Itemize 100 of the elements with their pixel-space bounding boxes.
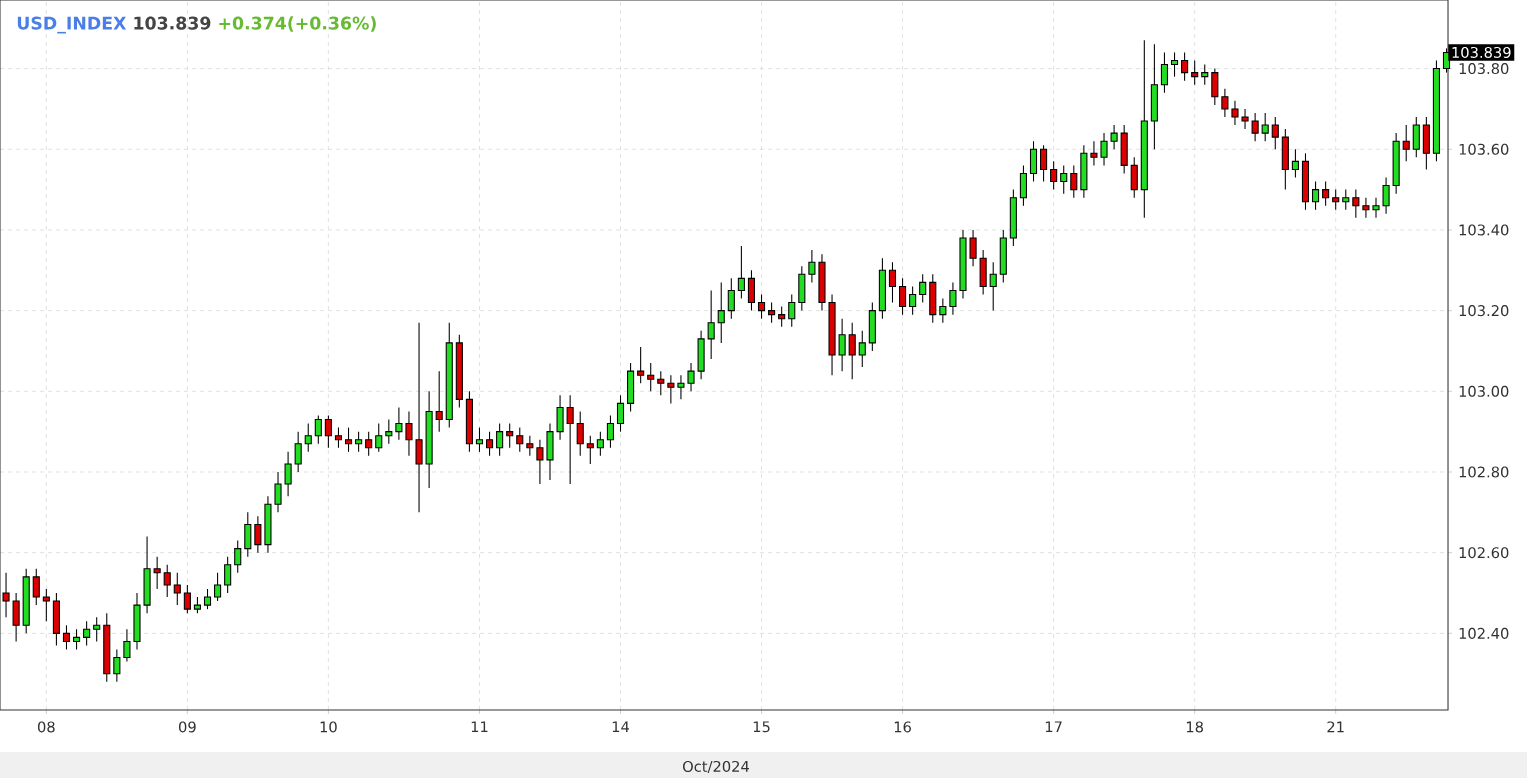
- candlestick: [1372, 197, 1380, 219]
- candlestick: [1181, 51, 1189, 82]
- candlestick: [576, 410, 584, 457]
- x-tick-label: 15: [753, 721, 770, 733]
- candlestick: [616, 394, 625, 433]
- candlestick: [385, 419, 393, 445]
- candlestick: [153, 556, 161, 590]
- candlestick: [93, 616, 101, 642]
- candlestick: [304, 423, 312, 453]
- candlestick: [606, 414, 614, 449]
- x-tick-label: 14: [612, 721, 630, 733]
- candlestick: [1261, 112, 1269, 142]
- candlestick: [757, 293, 766, 320]
- candlestick: [848, 322, 856, 380]
- candlestick: [475, 427, 484, 453]
- candlestick: [113, 648, 121, 683]
- candlestick: [224, 556, 232, 594]
- text: 103.839: [1452, 46, 1511, 58]
- y-tick-label: 102.60: [1459, 547, 1509, 559]
- candlestick: [294, 431, 302, 473]
- candlestick: [355, 431, 363, 453]
- candlestick: [506, 423, 514, 449]
- candlestick: [485, 431, 494, 457]
- candlestick: [1342, 189, 1350, 211]
- candlestick: [1332, 189, 1340, 211]
- candlestick: [274, 471, 282, 513]
- candlestick: [203, 588, 212, 610]
- candlestick: [637, 346, 645, 384]
- candlestick: [1040, 144, 1048, 183]
- candlestick: [939, 297, 947, 324]
- x-tick-label: 21: [1327, 721, 1344, 733]
- candlestick: [1251, 112, 1259, 142]
- candlestick: [647, 362, 655, 392]
- x-tick-label: 08: [37, 721, 55, 733]
- candlestick: [42, 588, 50, 622]
- candlestick: [909, 285, 917, 316]
- candlestick: [334, 427, 343, 449]
- candlestick: [536, 439, 544, 485]
- candlestick: [183, 584, 191, 614]
- x-tick-label: 11: [471, 721, 488, 733]
- text: USD_INDEX: [17, 16, 127, 34]
- y-tick-label: 103.00: [1459, 385, 1509, 397]
- candlestick: [1191, 59, 1199, 86]
- y-tick-label: 102.80: [1459, 466, 1509, 478]
- candlestick: [737, 245, 745, 300]
- annotation: +0.374(+0.36%): [219, 16, 376, 32]
- candlestick: [314, 414, 322, 445]
- y-tick-label: 103.40: [1459, 224, 1509, 236]
- candlestick: [1352, 189, 1360, 219]
- x-tick-label: 17: [1045, 721, 1062, 733]
- candlestick: [1070, 164, 1078, 199]
- y-tick-label: 103.20: [1459, 305, 1509, 317]
- candlestick: [173, 572, 181, 606]
- candlestick: [919, 273, 927, 304]
- candlestick: [1060, 164, 1068, 195]
- candlestick: [1382, 176, 1390, 215]
- x-tick-label: 18: [1186, 721, 1203, 733]
- candlestick: [1050, 160, 1058, 191]
- candlestick: [838, 318, 846, 372]
- candlestick: [808, 249, 816, 283]
- candlestick: [324, 414, 332, 449]
- candlestick: [516, 427, 524, 453]
- candlestick: [234, 540, 242, 574]
- x-axis-title: Oct/2024: [683, 760, 749, 774]
- candlestick: [707, 289, 715, 360]
- candlestick: [687, 362, 695, 392]
- candlestick: [1271, 116, 1279, 150]
- candlestick: [1402, 124, 1410, 162]
- candlestick: [284, 451, 292, 497]
- candlestick: [1231, 100, 1239, 126]
- candlestick: [949, 281, 957, 316]
- candlestick: [858, 330, 866, 368]
- candlestick: [73, 628, 81, 651]
- candlestick: [778, 306, 786, 328]
- candlestick: [1241, 108, 1249, 130]
- candlestick: [969, 229, 977, 267]
- candlestick: [526, 435, 534, 457]
- candlestick: [405, 410, 413, 457]
- candlestick: [365, 431, 373, 457]
- candlestick: [566, 394, 574, 485]
- y-tick-label: 103.80: [1459, 63, 1509, 75]
- candlestick: [1291, 148, 1299, 179]
- candlestick: [2, 572, 10, 618]
- candlestick: [717, 281, 725, 344]
- candlestick: [1090, 140, 1098, 166]
- candlestick: [1311, 180, 1320, 211]
- candlestick: [62, 624, 71, 651]
- candlestick: [989, 261, 997, 312]
- candlestick: [586, 435, 594, 465]
- y-tick-label: 102.40: [1459, 627, 1509, 639]
- candlestick: [1160, 51, 1169, 94]
- candlestick: [83, 620, 91, 646]
- candlestick: [1322, 180, 1330, 207]
- candlestick: [888, 261, 897, 304]
- candlestick: [667, 374, 675, 404]
- candlestick: [727, 277, 735, 320]
- candlestick: [214, 572, 222, 602]
- x-tick-label: 16: [894, 721, 911, 733]
- x-tick-label: 09: [178, 721, 196, 733]
- candlestick: [375, 423, 383, 453]
